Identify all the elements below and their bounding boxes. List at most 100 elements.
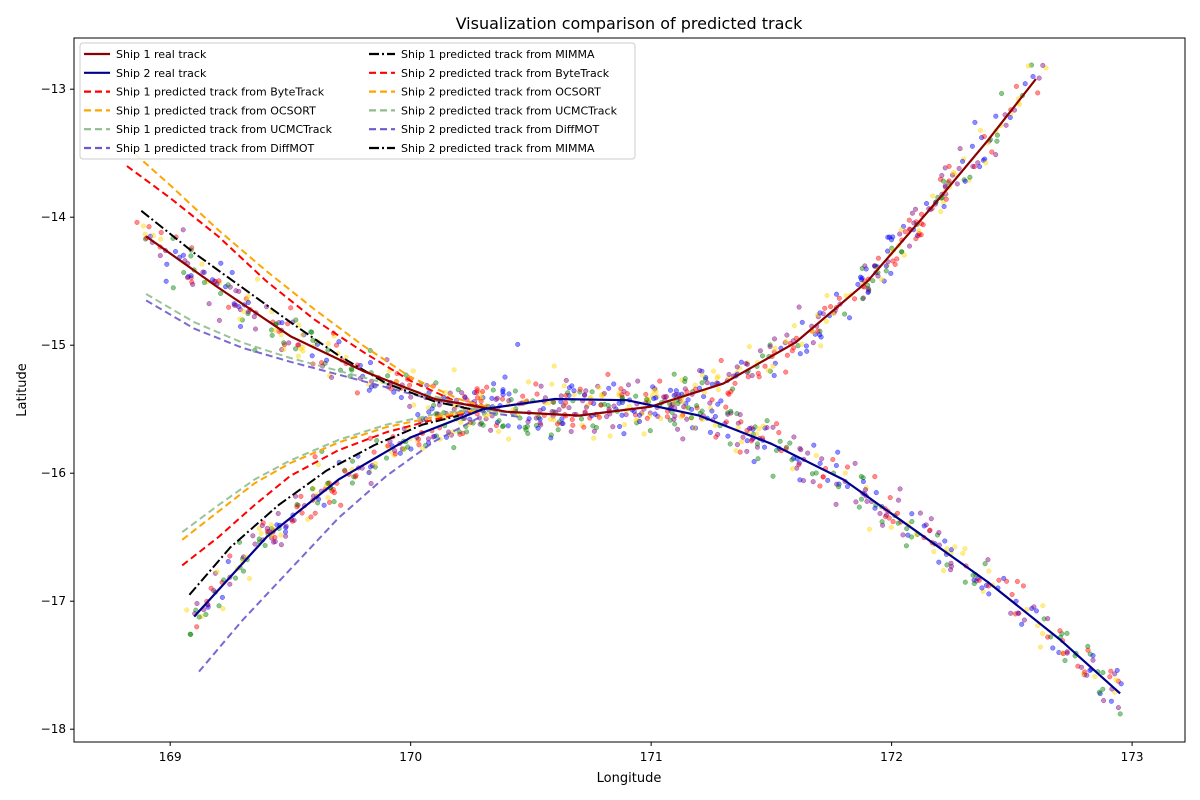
observation-point [667, 387, 674, 393]
observation-point [805, 450, 811, 456]
observation-point [407, 382, 413, 388]
observation-point [1008, 610, 1014, 616]
observation-point [569, 416, 575, 423]
series-line [181, 408, 483, 541]
observation-point [342, 468, 348, 474]
observation-point [464, 429, 470, 435]
observation-point [886, 515, 892, 521]
observation-point [652, 411, 658, 417]
observation-point [425, 436, 431, 442]
observation-point [258, 530, 264, 536]
observation-point [499, 396, 506, 402]
observation-point [718, 398, 724, 404]
observation-point [621, 431, 627, 437]
observation-point [701, 393, 707, 400]
observation-point [738, 359, 744, 365]
observation-point [326, 499, 333, 505]
observation-point [506, 436, 512, 442]
observation-point [1013, 83, 1019, 89]
observation-point [897, 486, 903, 492]
observation-point [889, 245, 895, 251]
observation-point [383, 455, 390, 461]
observation-point [748, 438, 754, 444]
observation-point [692, 382, 698, 388]
observation-point [762, 425, 768, 431]
observation-point [146, 224, 152, 230]
observation-point [704, 380, 710, 386]
observation-point [333, 342, 340, 348]
observation-point [1108, 668, 1114, 674]
observation-point [842, 470, 848, 476]
observation-point [374, 438, 380, 444]
observation-point [986, 568, 992, 574]
observation-point [218, 290, 224, 297]
observation-point [644, 397, 650, 403]
observation-point [462, 394, 468, 401]
observation-point [237, 323, 244, 330]
observation-point [795, 343, 801, 349]
observation-point [272, 534, 278, 541]
observation-point [939, 172, 945, 179]
observation-point [678, 414, 684, 420]
observation-point [513, 406, 519, 412]
observation-point [1064, 649, 1070, 655]
observation-point [982, 561, 988, 567]
observation-point [728, 410, 734, 416]
lines-layer [126, 78, 1121, 695]
y-tick-label: −15 [41, 338, 66, 352]
observation-point [604, 414, 610, 420]
observation-point [516, 424, 523, 430]
observation-point [577, 386, 583, 392]
observation-point [241, 308, 247, 314]
observation-point [331, 499, 337, 505]
observation-point [225, 282, 231, 288]
observation-point [142, 231, 148, 237]
observation-point [172, 248, 179, 255]
observation-point [150, 233, 156, 239]
observation-point [863, 266, 869, 272]
observation-point [819, 456, 825, 462]
observation-point [408, 446, 414, 452]
observation-point [225, 558, 231, 565]
observation-point [260, 520, 266, 526]
observation-point [619, 412, 625, 418]
observation-point [887, 495, 893, 501]
observation-point [798, 447, 804, 453]
observation-point [480, 388, 486, 394]
observation-point [852, 460, 858, 466]
observation-point [262, 542, 268, 549]
observation-point [368, 480, 374, 487]
observation-point [864, 498, 870, 504]
observation-point [372, 460, 378, 467]
observation-point [1118, 681, 1124, 687]
observation-point [1112, 671, 1118, 677]
x-tick-label: 170 [399, 750, 422, 764]
observation-point [185, 274, 191, 280]
series-line [181, 410, 472, 567]
series-line [188, 414, 460, 596]
observation-point [201, 279, 207, 286]
observation-point [272, 327, 278, 334]
observation-point [298, 346, 304, 352]
observation-point [852, 296, 858, 302]
observation-point [624, 391, 630, 397]
observation-point [581, 424, 587, 430]
observation-point [972, 119, 978, 125]
observation-point [591, 435, 597, 441]
observation-point [755, 456, 761, 462]
observation-point [232, 575, 239, 581]
observation-point [534, 391, 540, 397]
legend-label: Ship 2 predicted track from MIMMA [401, 142, 595, 155]
observation-point [727, 441, 733, 447]
series-line [181, 406, 483, 533]
observation-point [772, 345, 778, 351]
observation-point [835, 449, 841, 455]
observation-point [471, 390, 478, 396]
observation-point [934, 532, 941, 538]
observation-point [962, 579, 968, 585]
observation-point [309, 353, 315, 359]
observation-point [410, 368, 416, 374]
observation-point [825, 477, 831, 483]
observation-point [790, 455, 796, 461]
observation-point [664, 414, 670, 420]
